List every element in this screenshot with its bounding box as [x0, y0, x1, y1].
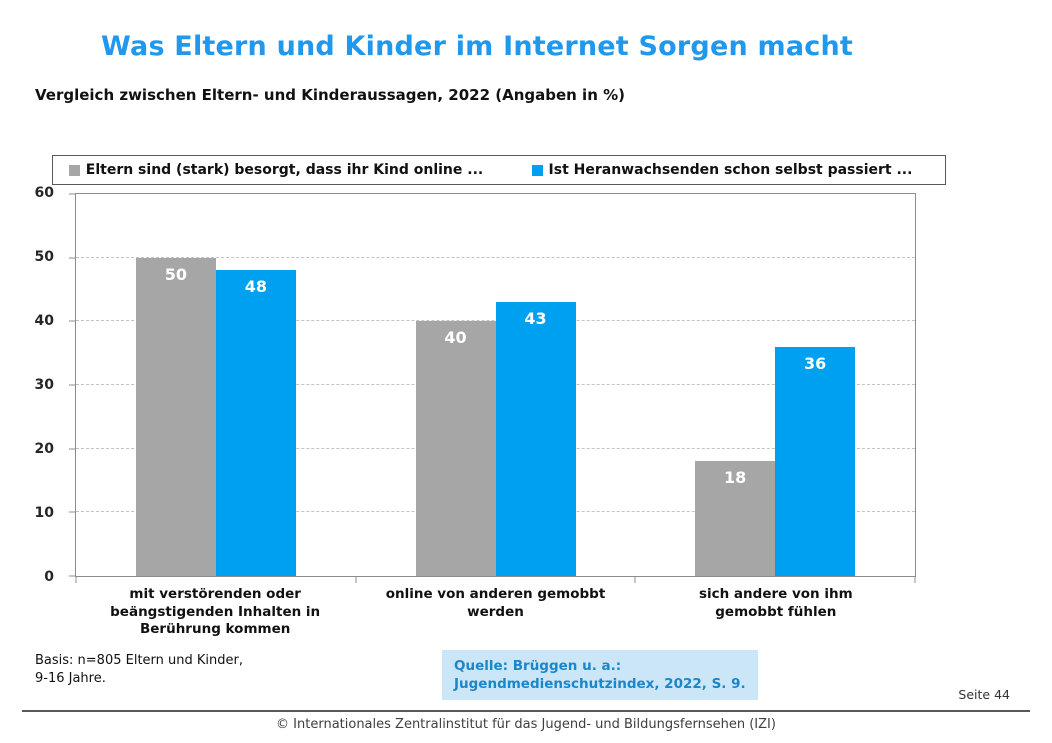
page-number: Seite 44	[958, 687, 1010, 702]
y-axis-tick-label: 40	[34, 313, 54, 329]
basis-note: Basis: n=805 Eltern und Kinder, 9-16 Jah…	[35, 652, 243, 688]
bar-value-label: 48	[244, 277, 267, 297]
bar-group: 18 36	[635, 194, 915, 576]
y-axis-tick-mark	[69, 193, 76, 195]
y-axis-tick-mark	[69, 320, 76, 322]
legend-swatch-blue	[531, 164, 543, 176]
y-axis: 0 10 20 30 40 50 60	[0, 186, 68, 584]
basis-line-1: Basis: n=805 Eltern und Kinder,	[35, 653, 244, 668]
y-axis-tick-label: 50	[34, 249, 54, 265]
source-box: Quelle: Brüggen u. a.: Jugendmedienschut…	[442, 650, 758, 701]
plot-area: 50 48 40 43 18 36	[69, 193, 916, 583]
legend-label-eltern: Eltern sind (stark) besorgt, dass ihr Ki…	[85, 162, 484, 178]
y-axis-tick-label: 20	[34, 441, 54, 457]
bar-value-label: 50	[164, 264, 187, 284]
y-axis-tick-mark	[69, 384, 76, 386]
bar-kinder: 43	[495, 302, 576, 576]
legend-item-eltern: Eltern sind (stark) besorgt, dass ihr Ki…	[53, 162, 499, 178]
y-axis-tick-mark	[69, 448, 76, 450]
bar-value-label: 36	[804, 353, 827, 373]
chart-legend: Eltern sind (stark) besorgt, dass ihr Ki…	[52, 155, 946, 185]
bar-eltern: 50	[135, 257, 216, 576]
legend-swatch-gray	[68, 164, 80, 176]
legend-item-kinder: Ist Heranwachsenden schon selbst passier…	[499, 162, 945, 178]
bar-eltern: 40	[415, 321, 496, 576]
legend-label-kinder: Ist Heranwachsenden schon selbst passier…	[548, 162, 913, 178]
basis-line-2: 9-16 Jahre.	[35, 671, 106, 687]
x-axis-tick-mark	[355, 576, 357, 583]
y-axis-tick-mark	[69, 575, 76, 577]
x-axis-category-label: mit verstörenden oder beängstigenden Inh…	[110, 586, 321, 638]
x-axis-tick-mark	[634, 576, 636, 583]
bar-group: 40 43	[356, 194, 636, 576]
bars-row: 50 48 40 43 18 36	[76, 194, 915, 576]
x-axis-category-label: sich andere von ihm gemobbt fühlen	[698, 586, 853, 620]
y-axis-tick-label: 60	[34, 185, 54, 201]
bar-value-label: 18	[724, 468, 747, 488]
x-axis-tick-mark	[75, 576, 77, 583]
y-axis-tick-label: 30	[34, 377, 54, 393]
source-line-2: Jugendmedienschutzindex, 2022, S. 9.	[454, 676, 746, 693]
bar-group: 50 48	[76, 194, 356, 576]
bar-kinder: 36	[775, 346, 856, 576]
footer-divider	[22, 710, 1030, 712]
x-axis-tick-mark	[914, 576, 916, 583]
gridline	[76, 256, 915, 258]
page-title: Was Eltern und Kinder im Internet Sorgen…	[101, 31, 853, 62]
x-axis-category-label: online von anderen gemobbt werden	[385, 586, 606, 620]
bar-eltern: 18	[695, 461, 776, 576]
y-axis-tick-label: 10	[34, 505, 54, 521]
footer-copyright: © Internationales Zentralinstitut für da…	[276, 717, 776, 732]
bar-kinder: 48	[215, 270, 296, 576]
y-axis-tick-label: 0	[44, 569, 54, 585]
bar-value-label: 40	[444, 328, 467, 348]
y-axis-tick-mark	[69, 257, 76, 259]
bar-value-label: 43	[524, 309, 547, 329]
x-axis-labels: mit verstörenden oder beängstigenden Inh…	[75, 586, 916, 639]
source-line-1: Quelle: Brüggen u. a.:	[454, 658, 622, 674]
chart-subtitle: Vergleich zwischen Eltern- und Kinderaus…	[35, 86, 625, 104]
y-axis-tick-mark	[69, 511, 76, 513]
